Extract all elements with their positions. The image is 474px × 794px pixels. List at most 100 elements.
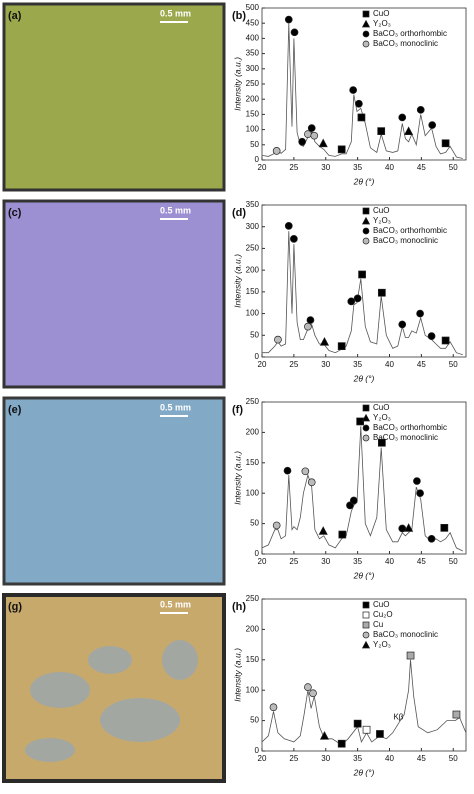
legend-label: BaCO₃ monoclinic	[373, 39, 438, 48]
y-tick-label: 150	[246, 287, 260, 296]
y-tick-label: 250	[246, 397, 260, 406]
x-tick-label: 35	[353, 557, 362, 566]
marker-square	[378, 288, 386, 297]
y-axis-title: Intensity (a.u.)	[232, 648, 242, 702]
marker-circle	[290, 28, 299, 37]
legend-label: BaCO₃ orthorhombic	[373, 423, 447, 432]
legend-symbol	[362, 207, 370, 215]
marker-circle	[398, 524, 407, 533]
marker-circle	[307, 478, 316, 487]
marker-circle	[284, 221, 293, 230]
panel-label: (b)	[232, 10, 246, 22]
x-axis-title: 2θ (°)	[353, 176, 375, 186]
legend-symbol	[362, 227, 370, 235]
y-tick-label: 350	[246, 200, 260, 209]
y-tick-label: 200	[246, 428, 260, 437]
legend-label: Y₂O₃	[373, 19, 391, 28]
marker-circle	[274, 335, 282, 344]
legend-label: CuO	[373, 206, 389, 215]
scale-bar-label: 0.5 mm	[160, 402, 191, 412]
legend-symbol	[362, 601, 370, 609]
y-tick-label: 50	[250, 140, 259, 149]
y-tick-label: 400	[246, 34, 260, 43]
legend-symbol	[362, 40, 370, 48]
y-tick-label: 100	[246, 125, 260, 134]
y-tick-label: 200	[246, 265, 260, 274]
y-tick-label: 300	[246, 64, 260, 73]
y-tick-label: 100	[246, 309, 260, 318]
sample-photo	[2, 2, 226, 192]
xrd-chart: (h) 0 50 100 150 200 250 20 25 30 35 40 45 50 2θ (°) In…	[232, 594, 467, 777]
marker-circle	[298, 137, 307, 146]
y-tick-label: 200	[246, 94, 260, 103]
scale-bar-label: 0.5 mm	[160, 599, 191, 609]
marker-circle	[347, 297, 356, 306]
marker-circle	[272, 147, 281, 155]
y-axis-title: Intensity (a.u.)	[232, 254, 242, 308]
legend-label: Cu₂O	[373, 610, 393, 619]
x-tick-label: 20	[258, 754, 267, 763]
panel-label: (f)	[232, 404, 243, 416]
x-tick-label: 40	[385, 754, 394, 763]
legend-symbol	[362, 621, 370, 629]
panel-label: (e)	[8, 404, 22, 416]
marker-circle	[398, 320, 407, 329]
x-tick-label: 30	[321, 163, 330, 172]
y-tick-label: 200	[246, 625, 260, 634]
marker-square	[377, 127, 386, 135]
y-axis-title: Intensity (a.u.)	[232, 57, 242, 111]
marker-circle	[428, 121, 437, 129]
marker-circle	[416, 105, 425, 114]
marker-circle	[307, 124, 316, 132]
sample-photo	[2, 199, 226, 389]
xrd-chart: (d) 0 50 100 150 200 250 300 350 20 25 30 35 40 45 50 2θ…	[232, 200, 467, 383]
marker-circle	[427, 534, 436, 543]
legend-symbol	[362, 30, 370, 38]
x-tick-label: 50	[449, 360, 458, 369]
x-tick-label: 50	[449, 557, 458, 566]
x-tick-label: 40	[385, 360, 394, 369]
y-tick-label: 0	[255, 746, 260, 755]
y-tick-label: 250	[246, 244, 260, 253]
y-tick-label: 0	[255, 352, 260, 361]
marker-square	[452, 710, 461, 719]
xrd-trace	[261, 659, 467, 746]
panel-label: (c)	[8, 207, 22, 219]
marker-square	[337, 739, 346, 748]
y-tick-label: 50	[250, 519, 259, 528]
y-tick-label: 0	[255, 155, 260, 164]
y-tick-label: 350	[246, 49, 260, 58]
x-tick-label: 45	[417, 163, 426, 172]
marker-circle	[301, 467, 310, 476]
marker-triangle	[404, 523, 414, 532]
marker-circle	[416, 309, 424, 318]
marker-square	[441, 139, 450, 148]
y-tick-label: 250	[246, 79, 260, 88]
xrd-trace	[261, 426, 463, 552]
legend-label: Y₂O₃	[373, 640, 391, 649]
marker-square	[441, 336, 450, 345]
marker-circle	[284, 15, 293, 24]
legend-label: BaCO₃ monoclinic	[373, 630, 438, 639]
marker-circle	[310, 131, 319, 140]
y-tick-label: 0	[255, 549, 260, 558]
photo-texture	[25, 640, 198, 762]
marker-circle	[304, 683, 312, 692]
marker-circle	[349, 86, 358, 94]
scale-bar-label: 0.5 mm	[160, 8, 191, 18]
x-tick-label: 35	[353, 360, 362, 369]
marker-square	[376, 730, 384, 738]
marker-circle	[290, 235, 298, 243]
legend-symbol	[361, 413, 371, 422]
x-tick-label: 45	[417, 360, 426, 369]
x-axis-title: 2θ (°)	[353, 570, 375, 580]
x-tick-label: 20	[258, 557, 267, 566]
legend-symbol	[361, 640, 371, 649]
marker-square	[337, 342, 346, 350]
legend-label: BaCO₃ monoclinic	[373, 433, 438, 442]
y-tick-label: 100	[246, 488, 260, 497]
legend-label: BaCO₃ orthorhombic	[373, 226, 447, 235]
panel-label: (h)	[232, 601, 246, 613]
marker-square	[440, 524, 449, 532]
marker-square	[353, 719, 362, 728]
